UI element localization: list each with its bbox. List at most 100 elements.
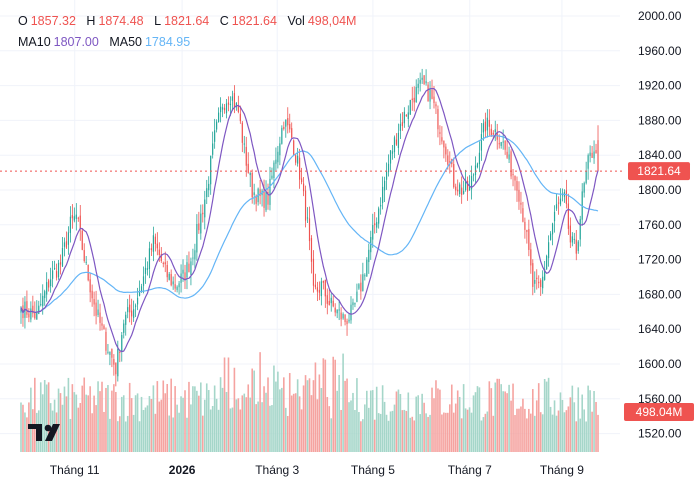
- candle: [427, 81, 429, 102]
- candle: [431, 79, 433, 100]
- candle: [553, 205, 556, 233]
- volume-bar: [277, 371, 279, 452]
- volume-bar: [482, 417, 485, 452]
- volume-bar: [553, 400, 556, 452]
- candle: [302, 176, 305, 197]
- volume-bar: [247, 384, 250, 452]
- volume-bar: [385, 414, 388, 452]
- candle: [423, 75, 425, 85]
- volume-bar: [263, 386, 265, 452]
- candle: [478, 141, 481, 173]
- price-tick-label: 2000.00: [638, 9, 682, 23]
- volume-bar: [500, 384, 502, 452]
- candle: [283, 121, 285, 131]
- time-tick-label: Tháng 7: [448, 463, 492, 477]
- candle: [573, 232, 575, 244]
- candle: [241, 121, 243, 153]
- candle: [593, 140, 595, 164]
- ohlc-legend: O 1857.32 H 1874.48 L 1821.64 C 1821.64 Vol 4…: [18, 14, 363, 28]
- volume-bar: [348, 402, 350, 452]
- volume-bar: [306, 380, 309, 452]
- time-axis[interactable]: Tháng 11 2026 Tháng 3 Tháng 5 Tháng 7 Tháng 9: [50, 463, 584, 477]
- candle: [597, 125, 599, 172]
- candle: [557, 196, 560, 215]
- volume-bar: [57, 388, 60, 452]
- candle: [480, 122, 483, 161]
- candle: [119, 349, 121, 363]
- candle: [575, 229, 577, 261]
- volume-bar: [166, 383, 169, 452]
- candle: [279, 136, 281, 166]
- candle: [380, 197, 382, 215]
- volume-bar: [516, 408, 518, 452]
- candle: [247, 152, 249, 174]
- volume-bar: [369, 390, 372, 452]
- volume-bar: [77, 407, 80, 452]
- volume-bar: [203, 399, 206, 452]
- volume-bar: [109, 418, 111, 452]
- volume-bar: [196, 390, 198, 452]
- candle: [328, 289, 330, 306]
- volume-bar: [330, 418, 333, 452]
- candle: [188, 251, 190, 273]
- volume-bar: [298, 396, 301, 452]
- candle: [585, 161, 587, 185]
- volume-bar: [498, 378, 501, 452]
- candle: [89, 273, 91, 303]
- volume-bar: [421, 393, 423, 452]
- candle: [441, 126, 443, 145]
- volume-bar: [344, 380, 346, 452]
- candle: [212, 131, 214, 159]
- candle: [506, 140, 508, 159]
- candle: [257, 187, 259, 206]
- volume-bar: [478, 387, 481, 452]
- candle: [172, 276, 174, 290]
- volume-bar: [431, 387, 433, 452]
- volume-bar: [364, 404, 366, 452]
- time-tick-label: Tháng 9: [540, 463, 584, 477]
- volume-bar: [476, 386, 479, 452]
- volume-bar: [557, 410, 560, 452]
- candle: [421, 68, 423, 84]
- volume-bar: [445, 412, 447, 452]
- candle: [403, 107, 405, 128]
- candle: [397, 123, 400, 155]
- candle: [382, 176, 384, 210]
- price-axis[interactable]: 2000.00 1960.00 1920.00 1880.00 1840.00 1800.…: [638, 9, 682, 441]
- tradingview-logo[interactable]: [28, 424, 60, 441]
- high-value: 1874.48: [98, 14, 144, 28]
- candle: [75, 203, 77, 231]
- volume-bar: [537, 383, 540, 452]
- candle: [387, 154, 390, 177]
- candle: [470, 165, 473, 200]
- volume-bar: [95, 405, 97, 452]
- volume-bar: [328, 406, 331, 452]
- volume-bar: [524, 408, 526, 452]
- volume-bar: [269, 405, 271, 452]
- candle: [297, 147, 299, 167]
- volume-bar: [231, 407, 234, 452]
- candle: [168, 271, 170, 281]
- volume-bar: [180, 396, 182, 452]
- price-tick-label: 1640.00: [638, 322, 682, 336]
- candle: [389, 150, 392, 171]
- volume-bar: [26, 417, 28, 452]
- volume-bar: [435, 380, 437, 452]
- candle: [48, 278, 50, 292]
- candle: [59, 254, 62, 275]
- candle: [378, 206, 380, 229]
- volume-bar: [73, 392, 76, 452]
- volume-bar: [413, 420, 416, 452]
- candle: [316, 281, 318, 301]
- volume-bar: [117, 421, 119, 452]
- candle: [551, 222, 554, 246]
- candle: [540, 278, 542, 296]
- volume-bar: [354, 409, 356, 452]
- candle: [555, 193, 558, 211]
- candle: [330, 293, 332, 312]
- candle: [468, 175, 471, 191]
- time-tick-label: Tháng 5: [351, 463, 395, 477]
- candle: [69, 206, 71, 243]
- open-label: O: [18, 14, 28, 28]
